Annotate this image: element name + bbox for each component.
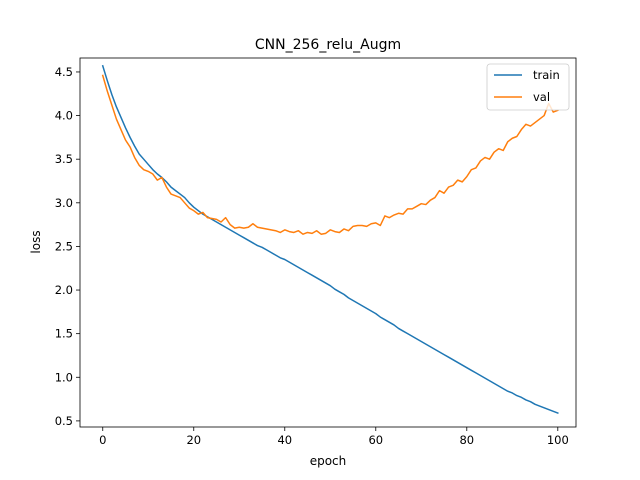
plot-area — [101, 64, 559, 415]
series-line-train — [101, 64, 559, 415]
x-tick-label: 60 — [368, 433, 383, 447]
x-tick-label: 80 — [459, 433, 474, 447]
legend-val-label: val — [533, 90, 550, 104]
axes-frame — [79, 57, 577, 428]
x-tick-label: 0 — [99, 433, 106, 447]
chart-title: CNN_256_relu_Augm — [255, 37, 401, 53]
series-line-val — [101, 74, 559, 235]
y-axis-label: loss — [29, 230, 43, 253]
x-axis-label: epoch — [310, 454, 347, 468]
x-tick-label: 100 — [547, 433, 569, 447]
y-tick-label: 1.5 — [55, 327, 73, 341]
y-tick-label: 0.5 — [55, 414, 73, 428]
y-tick-label: 4.0 — [55, 109, 73, 123]
y-tick-label: 3.0 — [55, 196, 73, 210]
y-tick-label: 1.0 — [55, 370, 73, 384]
x-tick-label: 40 — [277, 433, 292, 447]
y-tick-label: 2.5 — [55, 239, 73, 253]
y-tick-label: 4.5 — [55, 65, 73, 79]
y-tick-label: 2.0 — [55, 283, 73, 297]
x-tick-label: 20 — [186, 433, 201, 447]
legend: train val — [486, 63, 570, 111]
y-axis: 0.5 1.0 1.5 2.0 2.5 3.0 3.5 4.0 4.5 — [55, 65, 80, 428]
x-axis: 0 20 40 60 80 100 — [99, 427, 569, 447]
legend-train-label: train — [533, 68, 560, 82]
y-tick-label: 3.5 — [55, 152, 73, 166]
